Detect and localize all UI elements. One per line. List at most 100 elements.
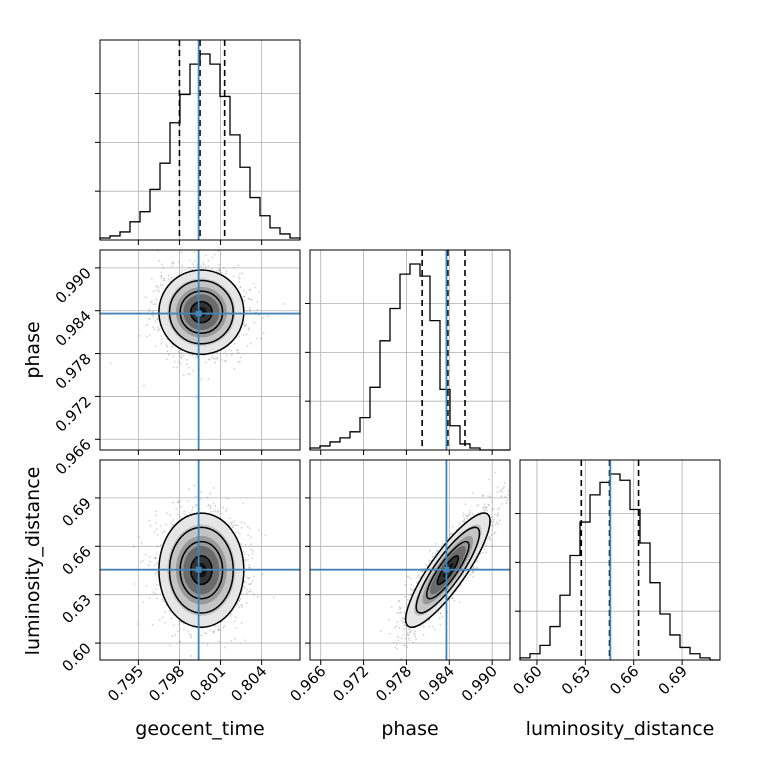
- sample-point: [250, 582, 252, 585]
- sample-point: [137, 535, 140, 538]
- sample-point: [183, 513, 186, 516]
- sample-point: [154, 345, 157, 347]
- sample-point: [249, 342, 252, 345]
- sample-point: [225, 510, 227, 513]
- sample-point: [158, 619, 161, 621]
- sample-point: [234, 620, 236, 623]
- sample-point: [171, 261, 174, 263]
- sample-point: [243, 325, 246, 328]
- sample-point: [226, 497, 229, 500]
- sample-point: [414, 635, 417, 638]
- truth-marker: [195, 310, 202, 317]
- x-tick-label: 0.966: [286, 662, 329, 705]
- sample-point: [213, 358, 216, 360]
- sample-point: [494, 523, 497, 526]
- sample-point: [133, 583, 136, 585]
- sample-point: [144, 553, 147, 556]
- sample-point: [396, 620, 399, 623]
- sample-point: [256, 301, 259, 303]
- sample-point: [251, 557, 254, 560]
- sample-point: [219, 271, 222, 274]
- sample-point: [162, 266, 164, 269]
- sample-point: [413, 633, 416, 636]
- sample-point: [165, 523, 168, 526]
- sample-point: [155, 285, 158, 288]
- sample-point: [184, 268, 187, 271]
- sample-point: [232, 275, 235, 278]
- sample-point: [162, 600, 165, 603]
- sample-point: [169, 522, 172, 525]
- sample-point: [183, 510, 186, 513]
- sample-point: [245, 602, 248, 605]
- sample-point: [421, 571, 424, 573]
- sample-point: [171, 344, 174, 347]
- sample-point: [488, 535, 491, 538]
- sample-point: [140, 542, 143, 544]
- sample-point: [192, 265, 195, 268]
- sample-point: [390, 606, 393, 608]
- sample-point: [233, 266, 236, 269]
- sample-point: [407, 627, 410, 630]
- sample-point: [180, 505, 182, 508]
- sample-point: [224, 350, 227, 353]
- sample-point: [173, 360, 176, 363]
- sample-point: [166, 345, 169, 348]
- sample-point: [168, 610, 171, 612]
- sample-point: [451, 525, 454, 528]
- sample-point: [428, 625, 431, 628]
- sample-point: [482, 494, 484, 496]
- sample-point: [182, 374, 185, 377]
- sample-point: [264, 534, 267, 537]
- sample-point: [164, 611, 166, 613]
- sample-point: [225, 272, 227, 275]
- sample-point: [200, 634, 203, 637]
- sample-point: [472, 567, 475, 570]
- sample-point: [156, 597, 159, 600]
- sample-point: [156, 571, 159, 574]
- sample-point: [410, 583, 413, 586]
- sample-point: [222, 267, 225, 270]
- sample-point: [188, 353, 191, 356]
- sample-point: [158, 290, 160, 293]
- sample-point: [240, 604, 243, 607]
- sample-point: [177, 360, 180, 363]
- sample-point: [402, 634, 405, 636]
- sample-point: [145, 324, 148, 326]
- sample-point: [216, 358, 219, 360]
- sample-point: [503, 485, 505, 488]
- sample-point: [492, 507, 495, 510]
- sample-point: [496, 491, 499, 494]
- sample-point: [492, 518, 495, 521]
- sample-point: [247, 327, 250, 330]
- sample-point: [245, 324, 247, 327]
- sample-point: [177, 260, 180, 263]
- sample-point: [435, 549, 438, 552]
- sample-point: [216, 356, 219, 359]
- sample-point: [439, 624, 442, 626]
- sample-point: [190, 655, 193, 657]
- sample-point: [206, 643, 209, 646]
- panel-frame: [99, 249, 301, 451]
- sample-point: [237, 351, 240, 354]
- sample-point: [149, 524, 152, 527]
- sample-point: [239, 285, 242, 288]
- x-tick-label: 0.972: [329, 662, 372, 705]
- sample-point: [162, 616, 164, 619]
- sample-point: [145, 335, 148, 338]
- sample-point: [150, 277, 153, 280]
- sample-point: [248, 583, 250, 586]
- sample-point: [155, 510, 157, 513]
- sample-point: [231, 353, 233, 356]
- sample-point: [500, 488, 503, 491]
- sample-point: [499, 489, 502, 492]
- sample-point: [409, 631, 411, 634]
- sample-point: [258, 291, 261, 293]
- sample-point: [179, 641, 182, 644]
- sample-point: [149, 318, 152, 321]
- sample-point: [441, 540, 444, 543]
- sample-point: [262, 317, 265, 320]
- sample-point: [256, 337, 258, 340]
- contour-line: [190, 300, 213, 324]
- sample-point: [220, 358, 223, 361]
